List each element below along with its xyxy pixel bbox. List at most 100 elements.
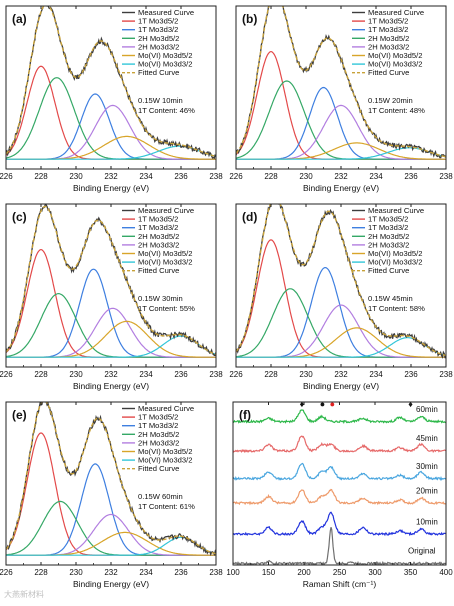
series-label: Original xyxy=(408,547,436,556)
x-tick-label: 230 xyxy=(299,370,313,379)
annotation-condition: 0.15W 30min xyxy=(138,294,183,303)
x-axis-label: Binding Energy (eV) xyxy=(73,381,149,391)
x-tick-label: 236 xyxy=(174,370,188,379)
plot-area xyxy=(6,6,216,160)
x-tick-label: 226 xyxy=(0,370,13,379)
annotation-condition: 0.15W 10min xyxy=(138,96,183,105)
legend-label: Measured Curve xyxy=(138,8,194,17)
x-tick-label: 226 xyxy=(229,370,243,379)
annotation-condition: 0.15W 45min xyxy=(368,294,413,303)
x-tick-label: 236 xyxy=(404,172,418,181)
x-tick-label: 232 xyxy=(334,172,348,181)
legend-label: 1T Mo3d3/2 xyxy=(368,223,408,232)
x-tick-label: 238 xyxy=(209,172,223,181)
legend-label: Mo(VI) Mo3d5/2 xyxy=(138,249,192,258)
legend-label: 1T Mo3d5/2 xyxy=(368,215,408,224)
legend-label: Measured Curve xyxy=(368,8,424,17)
x-tick-label: 228 xyxy=(34,568,48,577)
legend-label: Mo(VI) Mo3d3/2 xyxy=(368,258,422,267)
measured-curve xyxy=(6,6,216,160)
plot-area xyxy=(236,6,446,160)
component-curve-mo-vi-mo3d3-2 xyxy=(6,335,216,358)
legend-label: 2H Mo3d3/2 xyxy=(138,240,179,249)
legend-label: 2H Mo3d5/2 xyxy=(368,232,409,241)
legend-label: Mo(VI) Mo3d5/2 xyxy=(368,51,422,60)
axes-frame xyxy=(232,401,447,566)
x-tick-label: 250 xyxy=(333,568,347,577)
x-axis-label: Binding Energy (eV) xyxy=(303,381,379,391)
x-tick-label: 236 xyxy=(404,370,418,379)
annotation-condition: 0.15W 20min xyxy=(368,96,413,105)
legend-label: Fitted Curve xyxy=(368,266,409,275)
x-tick-label: 230 xyxy=(69,172,83,181)
component-curve-mo-vi-mo3d3-2 xyxy=(236,147,446,160)
x-tick-label: 226 xyxy=(229,172,243,181)
legend-label: 2H Mo3d3/2 xyxy=(138,42,179,51)
legend-label: 1T Mo3d5/2 xyxy=(138,17,178,26)
x-axis-label: Binding Energy (eV) xyxy=(73,579,149,589)
x-tick-label: 238 xyxy=(209,568,223,577)
legend-label: 1T Mo3d3/2 xyxy=(138,25,178,34)
measured-curve xyxy=(236,204,446,359)
x-tick-label: 234 xyxy=(139,370,153,379)
legend-label: 1T Mo3d5/2 xyxy=(138,215,178,224)
plot-area xyxy=(6,402,216,557)
series-label: 30min xyxy=(416,462,438,471)
series-label: 60min xyxy=(416,405,438,414)
legend-label: Mo(VI) Mo3d5/2 xyxy=(138,447,192,456)
x-tick-label: 150 xyxy=(262,568,276,577)
x-tick-label: 236 xyxy=(174,568,188,577)
axes-frame xyxy=(5,203,217,368)
axes-frame xyxy=(235,5,447,170)
watermark-text: 大燕新材料 xyxy=(4,590,44,599)
legend-label: Measured Curve xyxy=(138,404,194,413)
legend-label: 1T Mo3d3/2 xyxy=(368,25,408,34)
legend-label: Mo(VI) Mo3d5/2 xyxy=(138,51,192,60)
x-tick-label: 300 xyxy=(368,568,382,577)
component-curve-1t-mo3d3-2 xyxy=(6,93,216,160)
raman-series-30min xyxy=(232,462,447,481)
x-tick-label: 228 xyxy=(34,370,48,379)
axes-frame xyxy=(235,203,447,368)
annotation-1t-content: 1T Content: 46% xyxy=(138,106,195,115)
measured-curve xyxy=(6,204,216,357)
x-tick-label: 232 xyxy=(334,370,348,379)
fitted-curve xyxy=(236,6,446,158)
raman-series-20min xyxy=(232,488,447,506)
raman-series-60min xyxy=(232,409,447,425)
x-tick-label: 228 xyxy=(264,370,278,379)
x-tick-label: 232 xyxy=(104,370,118,379)
annotation-1t-content: 1T Content: 58% xyxy=(368,304,425,313)
x-axis-label: Raman Shift (cm⁻¹) xyxy=(303,579,377,589)
peak-marker: ♦ xyxy=(300,399,305,409)
x-tick-label: 228 xyxy=(34,172,48,181)
x-tick-label: 350 xyxy=(404,568,418,577)
legend-label: 2H Mo3d5/2 xyxy=(138,232,179,241)
axes-frame xyxy=(5,5,217,170)
annotation-1t-content: 1T Content: 48% xyxy=(368,106,425,115)
component-curve-mo-vi-mo3d5-2 xyxy=(6,531,216,556)
series-label: 10min xyxy=(416,517,438,526)
fitted-curve xyxy=(6,6,216,158)
legend-label: Measured Curve xyxy=(368,206,424,215)
legend-label: Mo(VI) Mo3d3/2 xyxy=(138,258,192,267)
x-tick-label: 230 xyxy=(299,172,313,181)
legend-label: Mo(VI) Mo3d3/2 xyxy=(138,60,192,69)
series-label: 20min xyxy=(416,486,438,495)
legend-label: Fitted Curve xyxy=(138,266,179,275)
x-tick-label: 234 xyxy=(139,568,153,577)
panel-label: (b) xyxy=(242,12,257,26)
legend-label: 2H Mo3d3/2 xyxy=(138,438,179,447)
component-curve-1t-mo3d3-2 xyxy=(6,268,216,358)
fitted-curve xyxy=(236,204,446,357)
x-tick-label: 228 xyxy=(264,172,278,181)
component-curve-mo-vi-mo3d3-2 xyxy=(6,145,216,160)
panel-label: (f) xyxy=(239,408,251,422)
peak-marker: ● xyxy=(330,399,335,409)
